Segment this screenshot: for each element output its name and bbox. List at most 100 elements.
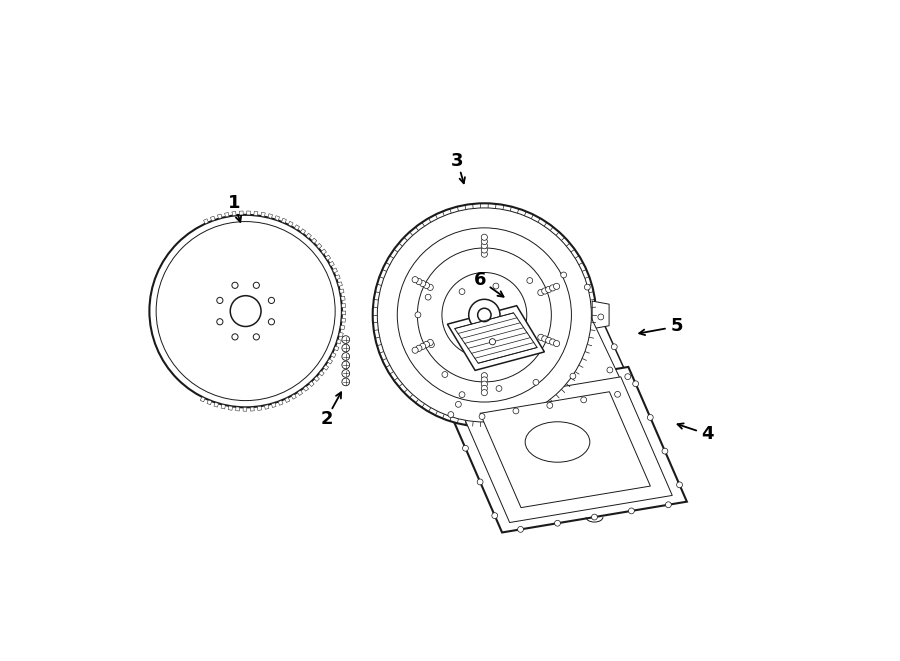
Circle shape xyxy=(482,381,488,387)
Polygon shape xyxy=(454,313,537,363)
Polygon shape xyxy=(278,401,283,405)
Circle shape xyxy=(459,392,465,397)
Circle shape xyxy=(625,373,631,379)
Polygon shape xyxy=(250,407,254,411)
Polygon shape xyxy=(341,296,345,300)
Circle shape xyxy=(665,502,671,508)
Circle shape xyxy=(482,251,488,257)
Polygon shape xyxy=(323,365,328,370)
Circle shape xyxy=(482,243,488,249)
Circle shape xyxy=(518,526,524,532)
Circle shape xyxy=(412,347,418,353)
Polygon shape xyxy=(254,212,258,215)
Circle shape xyxy=(423,282,429,288)
Circle shape xyxy=(342,336,349,344)
Polygon shape xyxy=(309,381,314,387)
Circle shape xyxy=(482,389,488,396)
Polygon shape xyxy=(326,255,330,260)
Circle shape xyxy=(428,340,433,346)
Circle shape xyxy=(615,391,620,397)
Circle shape xyxy=(662,448,668,454)
Polygon shape xyxy=(332,268,338,273)
Polygon shape xyxy=(321,249,327,254)
Polygon shape xyxy=(306,233,311,239)
Circle shape xyxy=(482,239,488,245)
Circle shape xyxy=(342,344,349,352)
Circle shape xyxy=(591,514,598,520)
Polygon shape xyxy=(257,406,262,410)
Polygon shape xyxy=(265,405,269,409)
Polygon shape xyxy=(458,377,672,523)
Polygon shape xyxy=(331,352,336,358)
Polygon shape xyxy=(301,229,306,234)
Circle shape xyxy=(442,371,448,377)
Circle shape xyxy=(607,367,613,373)
Polygon shape xyxy=(334,346,339,351)
Polygon shape xyxy=(239,211,243,215)
Text: 6: 6 xyxy=(474,271,487,290)
Circle shape xyxy=(538,334,544,340)
Circle shape xyxy=(482,373,488,379)
Polygon shape xyxy=(338,282,342,286)
Polygon shape xyxy=(317,243,322,249)
Circle shape xyxy=(455,401,462,407)
Polygon shape xyxy=(341,318,346,322)
Circle shape xyxy=(554,520,561,526)
Circle shape xyxy=(459,289,465,295)
Polygon shape xyxy=(225,212,229,217)
Polygon shape xyxy=(207,400,211,405)
Polygon shape xyxy=(243,407,247,411)
Circle shape xyxy=(677,482,682,488)
Polygon shape xyxy=(342,303,346,307)
Circle shape xyxy=(425,294,431,300)
Polygon shape xyxy=(221,405,226,409)
Polygon shape xyxy=(211,216,215,221)
Circle shape xyxy=(580,397,587,403)
Circle shape xyxy=(538,290,544,295)
Polygon shape xyxy=(328,359,332,364)
Polygon shape xyxy=(339,289,344,293)
Circle shape xyxy=(416,345,422,352)
Polygon shape xyxy=(236,407,239,411)
Circle shape xyxy=(428,342,435,348)
Circle shape xyxy=(342,353,349,360)
Polygon shape xyxy=(272,403,276,408)
Circle shape xyxy=(496,385,502,391)
Circle shape xyxy=(412,276,418,283)
Circle shape xyxy=(526,278,533,284)
Polygon shape xyxy=(285,397,290,403)
Polygon shape xyxy=(336,275,340,280)
Circle shape xyxy=(482,377,488,383)
Circle shape xyxy=(149,215,342,407)
Circle shape xyxy=(533,379,539,385)
Polygon shape xyxy=(337,339,341,344)
Circle shape xyxy=(554,284,560,290)
Circle shape xyxy=(547,403,553,408)
Circle shape xyxy=(628,508,634,514)
Circle shape xyxy=(416,278,422,285)
Circle shape xyxy=(419,280,426,287)
Circle shape xyxy=(342,361,349,369)
Polygon shape xyxy=(314,376,319,381)
Circle shape xyxy=(373,204,596,426)
Circle shape xyxy=(478,308,491,322)
Polygon shape xyxy=(329,261,334,266)
Circle shape xyxy=(490,338,496,345)
Polygon shape xyxy=(447,305,544,370)
Polygon shape xyxy=(218,214,222,219)
Text: 2: 2 xyxy=(320,410,333,428)
Polygon shape xyxy=(411,272,634,419)
Circle shape xyxy=(428,284,433,290)
Polygon shape xyxy=(311,238,317,243)
Circle shape xyxy=(482,385,488,391)
Circle shape xyxy=(611,344,617,350)
Circle shape xyxy=(554,340,560,346)
Circle shape xyxy=(448,412,454,418)
Circle shape xyxy=(377,208,591,422)
Polygon shape xyxy=(261,212,266,217)
Circle shape xyxy=(342,378,349,386)
Circle shape xyxy=(482,234,488,241)
Polygon shape xyxy=(274,215,280,221)
Polygon shape xyxy=(319,371,324,376)
Polygon shape xyxy=(444,367,687,533)
